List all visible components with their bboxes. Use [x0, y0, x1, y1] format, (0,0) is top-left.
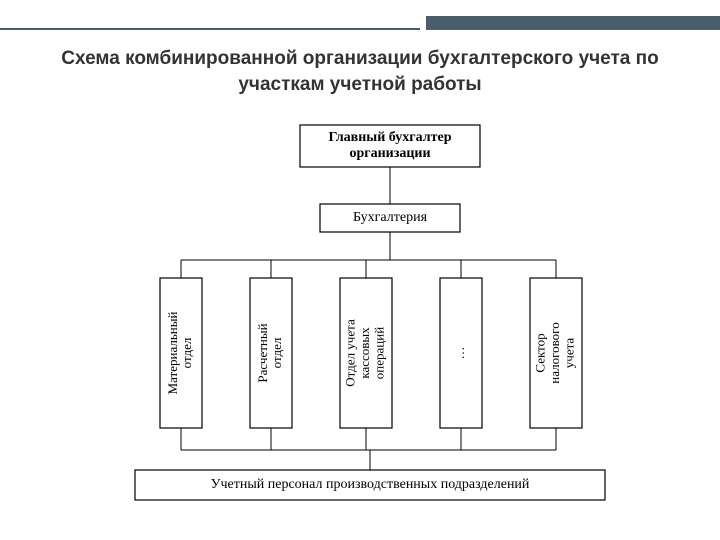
node-label-d3: Отдел учетакассовыхопераций: [343, 319, 387, 387]
header-rule-left: [0, 0, 420, 30]
node-label-buh: Бухгалтерия: [353, 210, 428, 225]
node-label-bottom: Учетный персонал производственных подраз…: [211, 477, 530, 492]
node-label-d4: …: [452, 347, 467, 360]
org-chart: Главный бухгалтерорганизацииБухгалтерияМ…: [0, 110, 720, 530]
header-rule-right: [426, 16, 720, 30]
page-title: Схема комбинированной организации бухгал…: [40, 46, 680, 97]
